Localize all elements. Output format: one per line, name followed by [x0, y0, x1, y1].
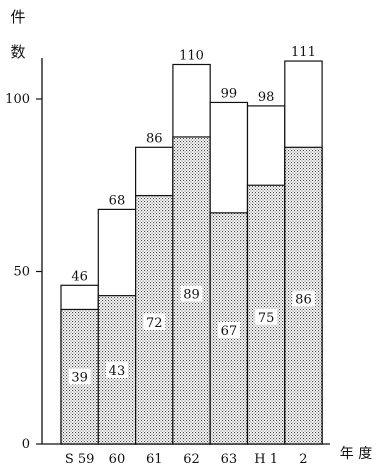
x-tick-label: 63 — [221, 452, 238, 466]
total-label: 68 — [109, 193, 126, 208]
inner-label-bg — [292, 290, 315, 307]
inner-label: 72 — [146, 316, 163, 331]
y-ticks: 100 50 0 — [5, 92, 42, 452]
x-tick-label: S 59 — [65, 452, 95, 466]
bars — [60, 60, 323, 445]
x-tick-label: 62 — [183, 452, 200, 466]
y-axis-label-2: 数 — [10, 43, 25, 61]
inner-label-bg — [217, 322, 240, 339]
inner-label: 89 — [183, 288, 200, 303]
total-label: 110 — [179, 49, 204, 64]
inner-label: 39 — [71, 370, 88, 385]
total-label: 86 — [146, 131, 163, 146]
total-label: 98 — [258, 90, 275, 105]
y-tick-label: 100 — [5, 92, 30, 107]
total-label: 111 — [291, 45, 316, 60]
inner-label-bg — [68, 368, 91, 385]
total-label: 99 — [221, 86, 238, 101]
x-axis-label: 年 度 — [340, 446, 372, 462]
x-tick-label: 60 — [109, 452, 126, 466]
x-tick-label: 2 — [299, 452, 307, 466]
inner-label-bg — [143, 313, 166, 330]
x-tick-label: 61 — [146, 452, 163, 466]
inner-label: 43 — [109, 364, 126, 379]
inner-label: 86 — [295, 293, 312, 308]
y-tick-label: 0 — [22, 437, 30, 452]
inner-label: 67 — [221, 324, 238, 339]
total-label: 46 — [71, 269, 88, 284]
x-ticks: S 59 60 61 62 63 H 1 2 — [65, 452, 308, 466]
inner-label-bg — [255, 308, 278, 325]
inner-label: 75 — [258, 311, 275, 326]
inner-label-bg — [180, 285, 203, 302]
x-tick-label: H 1 — [254, 452, 278, 466]
data-labels: 46 39 68 43 86 72 110 89 99 67 98 75 111 86 — [68, 45, 316, 385]
inner-label-bg — [105, 361, 128, 378]
y-axis-label-1: 件 — [10, 8, 25, 26]
y-tick-label: 50 — [13, 265, 30, 280]
